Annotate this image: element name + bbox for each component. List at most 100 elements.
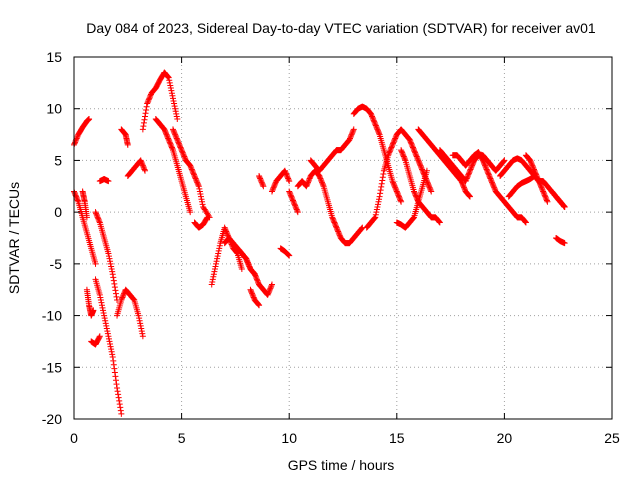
data-point — [465, 171, 472, 178]
data-point — [469, 162, 476, 169]
series-sat-d — [83, 286, 97, 319]
data-point — [101, 315, 108, 322]
data-point — [72, 191, 79, 198]
data-point — [216, 242, 223, 249]
data-point — [166, 138, 173, 145]
data-point — [489, 179, 496, 186]
data-point — [409, 143, 416, 150]
data-point — [271, 183, 278, 190]
data-point — [411, 147, 418, 154]
data-point — [216, 245, 223, 252]
data-point — [164, 132, 171, 139]
data-point — [391, 181, 398, 188]
data-point — [544, 198, 551, 205]
data-point — [260, 183, 267, 190]
data-point — [97, 294, 104, 301]
data-point — [465, 192, 472, 199]
data-point — [303, 183, 310, 190]
data-point — [286, 188, 293, 195]
data-point — [395, 192, 402, 199]
data-point — [73, 194, 80, 201]
data-point — [411, 148, 418, 155]
data-point — [411, 189, 418, 196]
data-point — [211, 268, 218, 275]
data-point — [172, 108, 179, 115]
data-point — [347, 134, 354, 141]
y-tick-label: 0 — [54, 204, 62, 220]
data-point — [136, 317, 143, 324]
data-point — [110, 357, 117, 364]
series-sat-y — [316, 172, 366, 247]
data-point — [141, 116, 148, 123]
data-point — [371, 215, 378, 222]
data-point — [223, 229, 230, 236]
data-point — [104, 328, 111, 335]
data-point — [102, 317, 109, 324]
data-point — [330, 218, 337, 225]
series-sat-w — [286, 188, 301, 216]
data-point — [459, 180, 466, 187]
data-point — [305, 179, 312, 186]
data-point — [427, 185, 434, 192]
data-point — [111, 369, 118, 376]
data-point — [139, 330, 146, 337]
data-point — [425, 181, 432, 188]
data-point — [119, 294, 126, 301]
data-point — [251, 271, 258, 278]
data-point — [193, 178, 200, 185]
data-point — [468, 165, 475, 172]
series-sat-v — [277, 245, 293, 259]
data-point — [114, 388, 121, 395]
data-point — [112, 290, 119, 297]
data-point — [190, 171, 197, 178]
x-tick-label: 5 — [178, 430, 186, 446]
data-point — [169, 126, 176, 133]
data-point — [113, 293, 120, 300]
x-tick-label: 20 — [497, 430, 513, 446]
data-point — [480, 158, 487, 165]
series-sat-z — [307, 126, 357, 174]
data-point — [100, 307, 107, 314]
data-point — [398, 148, 405, 155]
plot-frame — [73, 56, 613, 420]
data-point — [540, 188, 547, 195]
data-point — [138, 328, 145, 335]
data-point — [522, 219, 529, 226]
data-point — [436, 218, 443, 225]
data-point — [377, 187, 384, 194]
data-point — [294, 207, 301, 214]
data-point — [188, 165, 195, 172]
series-sat-aa — [350, 103, 405, 205]
data-point — [291, 201, 298, 208]
data-point — [256, 302, 263, 309]
data-point — [379, 174, 386, 181]
data-point — [469, 161, 476, 168]
data-point — [103, 322, 110, 329]
data-point — [501, 157, 508, 164]
data-point — [254, 277, 261, 284]
data-point — [539, 185, 546, 192]
data-point — [320, 181, 327, 188]
data-point — [282, 169, 289, 176]
data-point — [317, 175, 324, 182]
data-point — [521, 218, 528, 225]
data-point — [317, 176, 324, 183]
data-point — [401, 156, 408, 163]
data-point — [101, 312, 108, 319]
data-point — [409, 215, 416, 222]
data-point — [224, 231, 231, 238]
data-point — [490, 181, 497, 188]
data-point — [287, 191, 294, 198]
data-point — [425, 180, 432, 187]
series-sat-t — [256, 172, 267, 190]
data-point — [529, 162, 536, 169]
data-point — [204, 214, 211, 221]
data-point — [270, 185, 277, 192]
data-point — [390, 180, 397, 187]
data-point — [139, 162, 146, 169]
data-point — [111, 284, 118, 291]
data-point — [110, 361, 117, 368]
data-point — [168, 87, 175, 94]
data-point — [348, 132, 355, 139]
